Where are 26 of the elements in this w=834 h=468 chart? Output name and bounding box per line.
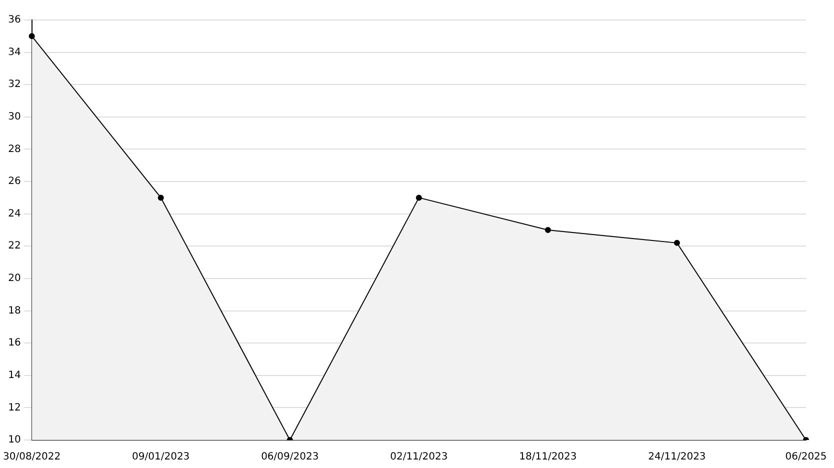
y-tick-label: 24: [8, 208, 21, 220]
point: [158, 194, 164, 201]
x-tick-label: 06/09/2023: [261, 452, 319, 463]
x-tick-label: 24/11/2023: [648, 452, 706, 463]
y-tick-label: 30: [8, 112, 21, 123]
y-tick-label: 18: [8, 305, 21, 316]
x-tick-label: 09/01/2023: [132, 452, 190, 463]
y-tick-label: 20: [8, 273, 21, 284]
y-tick-label: 22: [8, 240, 21, 252]
point: [674, 240, 680, 246]
y-tick-label: 32: [8, 79, 21, 90]
x-tick-label: 18/11/2023: [519, 452, 577, 463]
x-tick-label: 06/2025: [785, 452, 827, 463]
y-tick-label: 12: [8, 402, 21, 414]
y-tick-label: 26: [8, 176, 21, 188]
y-tick-label: 16: [8, 338, 21, 349]
y-tick-label: 10: [8, 434, 21, 446]
point: [416, 194, 422, 201]
y-tick-label: 14: [8, 370, 21, 381]
y-tick-label: 34: [8, 46, 21, 58]
y-tick-label: 36: [8, 14, 21, 26]
x-tick-label: 30/08/2022: [3, 452, 61, 463]
x-tick-label: 02/11/2023: [390, 452, 448, 463]
point: [28, 33, 35, 40]
point: [544, 227, 551, 233]
y-tick-label: 28: [8, 144, 21, 155]
